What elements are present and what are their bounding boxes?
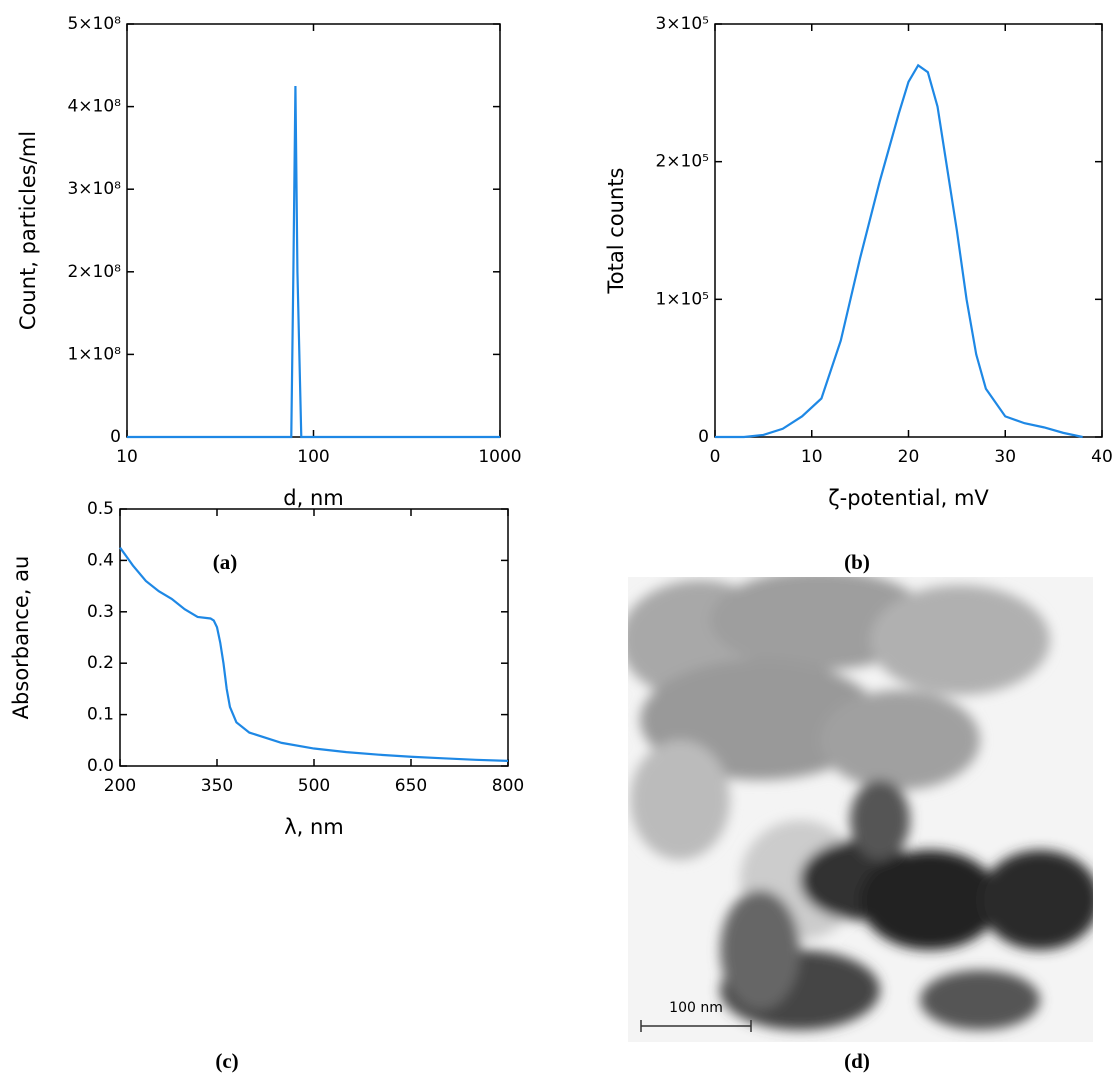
y-tick-label: 0.0 xyxy=(87,756,114,776)
x-axis-label: λ, nm xyxy=(284,815,344,839)
x-tick-label: 800 xyxy=(492,776,524,796)
x-tick-label: 500 xyxy=(298,776,330,796)
x-tick-label: 650 xyxy=(395,776,427,796)
y-tick-label: 0 xyxy=(698,427,709,447)
y-tick-label: 0.1 xyxy=(87,705,114,725)
scale-bar-label: 100 nm xyxy=(669,1000,723,1016)
y-tick-label: 0 xyxy=(110,427,121,447)
y-axis-label: Absorbance, au xyxy=(9,556,33,720)
data-line xyxy=(119,546,509,762)
x-tick-label: 100 xyxy=(297,447,329,467)
data-line xyxy=(715,63,1083,439)
y-tick-label: 5×10⁸ xyxy=(67,14,121,34)
x-tick-label: 10 xyxy=(116,447,138,467)
y-axis-label: Count, particles/ml xyxy=(16,131,40,330)
x-tick-label: 30 xyxy=(994,447,1016,467)
plot-frame xyxy=(714,23,1103,438)
x-tick-label: 0 xyxy=(710,447,721,467)
plot-frame xyxy=(119,508,509,767)
y-tick-label: 1×10⁵ xyxy=(655,289,709,309)
x-axis-label: ζ-potential, mV xyxy=(828,486,989,510)
data-line xyxy=(127,85,500,439)
y-tick-label: 3×10⁵ xyxy=(655,14,709,34)
y-tick-label: 1×10⁸ xyxy=(67,344,121,364)
panel-caption: (a) xyxy=(213,550,238,574)
x-tick-label: 40 xyxy=(1091,447,1113,467)
x-tick-label: 200 xyxy=(104,776,136,796)
x-tick-label: 350 xyxy=(201,776,233,796)
x-tick-label: 10 xyxy=(801,447,823,467)
y-tick-label: 0.3 xyxy=(87,602,114,622)
panel-caption: (b) xyxy=(844,550,870,574)
y-tick-label: 3×10⁸ xyxy=(67,179,121,199)
y-tick-label: 0.4 xyxy=(87,550,114,570)
y-tick-label: 0.2 xyxy=(87,653,114,673)
plot-frame xyxy=(126,23,501,438)
y-tick-label: 2×10⁵ xyxy=(655,152,709,172)
y-axis-label: Total counts xyxy=(604,168,628,295)
tem-image: 100 nm xyxy=(628,577,1093,1042)
x-tick-label: 20 xyxy=(898,447,920,467)
x-axis-label: d, nm xyxy=(283,486,343,510)
x-tick-label: 1000 xyxy=(478,447,521,467)
panel-caption: (d) xyxy=(844,1049,870,1073)
panel-caption: (c) xyxy=(215,1049,238,1073)
y-tick-label: 4×10⁸ xyxy=(67,97,121,117)
y-tick-label: 2×10⁸ xyxy=(67,262,121,282)
y-tick-label: 0.5 xyxy=(87,499,114,519)
